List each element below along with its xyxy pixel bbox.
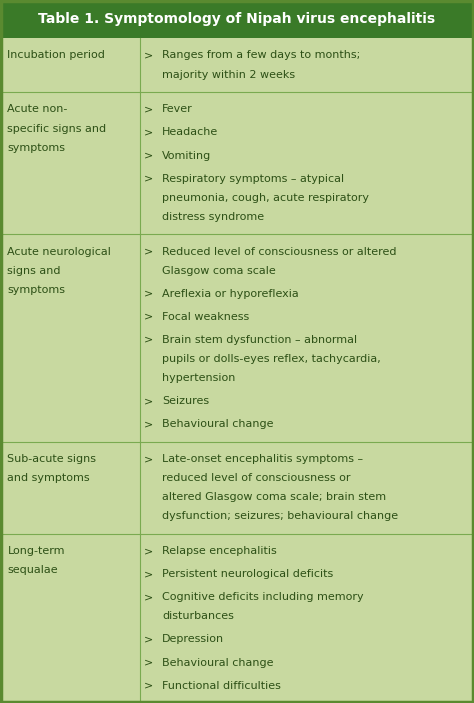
Text: Reduced level of consciousness or altered: Reduced level of consciousness or altere… [162,247,397,257]
Bar [0,0,474,38]
Text: >: > [144,289,153,299]
Text: pneumonia, cough, acute respiratory: pneumonia, cough, acute respiratory [162,193,369,202]
Text: >: > [144,546,153,556]
Text: >: > [144,174,153,183]
Text: Seizures: Seizures [162,396,210,406]
Text: Fever: Fever [162,105,193,115]
Text: Acute neurological: Acute neurological [8,247,111,257]
Text: Focal weakness: Focal weakness [162,312,250,322]
Text: Depression: Depression [162,635,225,645]
Text: Cognitive deficits including memory: Cognitive deficits including memory [162,593,364,602]
Text: Incubation period: Incubation period [8,51,105,60]
Text: disturbances: disturbances [162,612,234,621]
Text: Ranges from a few days to months;: Ranges from a few days to months; [162,51,361,60]
Text: Long-term: Long-term [8,546,65,556]
Text: >: > [144,335,153,345]
Text: majority within 2 weeks: majority within 2 weeks [162,70,295,79]
Text: >: > [144,635,153,645]
Text: specific signs and: specific signs and [8,124,107,134]
Text: >: > [144,593,153,602]
Text: Respiratory symptoms – atypical: Respiratory symptoms – atypical [162,174,345,183]
Text: >: > [144,657,153,668]
Text: sequalae: sequalae [8,565,58,575]
Text: Sub-acute signs: Sub-acute signs [8,454,97,464]
Text: >: > [144,454,153,464]
Text: >: > [144,105,153,115]
Text: Behavioural change: Behavioural change [162,657,274,668]
Text: altered Glasgow coma scale; brain stem: altered Glasgow coma scale; brain stem [162,492,386,502]
Text: Late-onset encephalitis symptoms –: Late-onset encephalitis symptoms – [162,454,364,464]
Text: pupils or dolls-eyes reflex, tachycardia,: pupils or dolls-eyes reflex, tachycardia… [162,354,381,364]
Text: >: > [144,51,153,60]
Text: Brain stem dysfunction – abnormal: Brain stem dysfunction – abnormal [162,335,357,345]
Text: and symptoms: and symptoms [8,473,90,483]
Text: >: > [144,681,153,690]
Text: >: > [144,312,153,322]
Text: >: > [144,127,153,138]
Text: symptoms: symptoms [8,143,65,153]
Text: Functional difficulties: Functional difficulties [162,681,281,690]
Text: Acute non-: Acute non- [8,105,68,115]
Text: >: > [144,419,153,429]
Text: Behavioural change: Behavioural change [162,419,274,429]
Text: >: > [144,247,153,257]
Text: dysfunction; seizures; behavioural change: dysfunction; seizures; behavioural chang… [162,511,399,522]
Text: >: > [144,150,153,160]
Text: >: > [144,396,153,406]
Text: signs and: signs and [8,266,61,276]
Text: Persistent neurological deficits: Persistent neurological deficits [162,569,334,579]
Text: Headache: Headache [162,127,219,138]
Text: Glasgow coma scale: Glasgow coma scale [162,266,276,276]
Text: hypertension: hypertension [162,373,236,383]
Text: symptoms: symptoms [8,285,65,295]
Text: Vomiting: Vomiting [162,150,211,160]
Text: Areflexia or hyporeflexia: Areflexia or hyporeflexia [162,289,299,299]
Text: Table 1. Symptomology of Nipah virus encephalitis: Table 1. Symptomology of Nipah virus enc… [38,12,436,26]
Text: Relapse encephalitis: Relapse encephalitis [162,546,277,556]
Text: reduced level of consciousness or: reduced level of consciousness or [162,473,351,483]
Text: distress syndrome: distress syndrome [162,212,264,221]
Text: >: > [144,569,153,579]
